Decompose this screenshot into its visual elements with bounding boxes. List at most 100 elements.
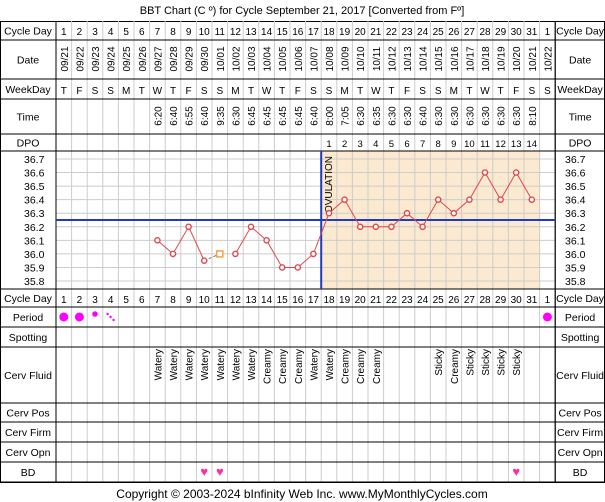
- date-cell: 10/08: [325, 46, 336, 71]
- cycle-day-number: 1: [545, 27, 551, 38]
- time-cell: 6:40: [169, 106, 180, 126]
- weekday-cell: T: [388, 86, 394, 97]
- date-cell: 09/29: [185, 46, 196, 71]
- weekday-cell: S: [201, 86, 208, 97]
- temperature-point: [388, 223, 395, 231]
- weekday-cell: T: [170, 86, 176, 97]
- temperature-point: [434, 196, 442, 203]
- temperature-point: [154, 237, 161, 244]
- cycle-day-number: 5: [123, 27, 129, 38]
- cycle-day-number: 6: [139, 27, 145, 38]
- cycle-day-number: 30: [511, 27, 523, 38]
- weekday-cell: W: [371, 86, 381, 97]
- cycle-day-number: 10: [199, 27, 211, 38]
- time-cell: 6:30: [231, 106, 242, 126]
- cycle-day-number-bottom: 19: [339, 295, 351, 306]
- cycle-day-number-bottom: 10: [199, 295, 211, 306]
- weekday-cell: F: [295, 86, 301, 97]
- cycle-day-number: 9: [186, 27, 192, 38]
- weekday-cell: M: [340, 86, 348, 97]
- dpo-cell: 14: [527, 139, 538, 150]
- y-tick-label-right: 36.6: [565, 168, 586, 180]
- weekday-cell: M: [231, 86, 239, 97]
- temperature-point: [450, 209, 458, 217]
- dpo-cell: 5: [389, 139, 394, 150]
- date-cell: 10/09: [341, 46, 352, 71]
- cycle-day-number-bottom: 12: [230, 295, 242, 306]
- cycle-day-number: 21: [370, 27, 382, 38]
- time-cell: 6:55: [185, 106, 196, 126]
- weekday-cell: T: [357, 86, 363, 97]
- time-cell: 6:45: [278, 106, 289, 126]
- y-tick-label-left: 36.3: [24, 208, 45, 220]
- cerv-fluid-cell: Watery: [153, 349, 164, 380]
- bd-heart-icon: ♥: [512, 464, 520, 479]
- bd-heart-icon: ♥: [200, 464, 208, 479]
- period-dot-heavy: [59, 312, 69, 322]
- date-cell: 10/22: [543, 46, 554, 71]
- row-label-cerv-opn: Cerv Opn: [6, 447, 51, 459]
- y-tick-label-right: 36.2: [565, 222, 586, 234]
- time-cell: 6:40: [309, 106, 320, 126]
- cerv-fluid-cell: Sticky: [481, 349, 492, 376]
- row-label-date: Date: [17, 55, 39, 67]
- y-tick-label-right: 36.5: [565, 181, 586, 193]
- dpo-cell: 4: [373, 139, 378, 150]
- y-tick-label-right: 36.4: [565, 195, 586, 207]
- date-cell: 10/12: [387, 46, 398, 71]
- cerv-fluid-cell: Sticky: [512, 349, 523, 376]
- temperature-point: [466, 196, 473, 203]
- weekday-cell: M: [122, 86, 130, 97]
- temperature-point: [481, 169, 489, 176]
- y-tick-label-right: 36.1: [565, 235, 586, 247]
- row-label-cerv-pos: Cerv Pos: [6, 408, 49, 420]
- row-label-right-spotting: Spotting: [561, 332, 600, 344]
- row-label-right-cerv-fluid: Cerv Fluid: [556, 370, 604, 382]
- y-tick-label-right: 36.3: [565, 208, 586, 220]
- row-label-cycle-day: Cycle Day: [4, 26, 53, 38]
- weekday-cell: W: [153, 86, 163, 97]
- cycle-day-number: 16: [292, 27, 304, 38]
- y-tick-label-left: 36.4: [24, 195, 45, 207]
- weekday-cell: T: [139, 86, 145, 97]
- cycle-day-number-bottom: 30: [511, 295, 523, 306]
- weekday-cell: S: [326, 86, 333, 97]
- cycle-day-number: 8: [170, 27, 176, 38]
- cycle-day-number-bottom: 22: [386, 295, 398, 306]
- cerv-fluid-cell: Watery: [231, 349, 242, 380]
- time-cell: 7:05: [341, 106, 352, 126]
- temperature-point: [169, 250, 177, 258]
- y-tick-label-right: 36.7: [565, 154, 586, 166]
- weekday-cell: F: [404, 86, 410, 97]
- cycle-day-number: 3: [92, 27, 98, 38]
- weekday-cell: T: [248, 86, 254, 97]
- row-label-right-cycle-day: Cycle Day: [556, 293, 605, 305]
- temperature-point: [247, 223, 255, 231]
- cycle-day-number: 20: [355, 27, 367, 38]
- row-label-right-cerv-pos: Cerv Pos: [559, 408, 602, 420]
- date-cell: 10/16: [450, 46, 461, 71]
- time-cell: 6:30: [403, 106, 414, 126]
- dpo-cell: 7: [420, 139, 425, 150]
- temperature-point: [403, 209, 411, 217]
- cycle-day-number-bottom: 14: [261, 295, 273, 306]
- cycle-day-number: 22: [386, 27, 398, 38]
- weekday-cell: S: [419, 86, 426, 97]
- period-dot-heavy: [542, 312, 552, 322]
- cerv-fluid-cell: Creamy: [356, 349, 367, 384]
- cerv-fluid-cell: Creamy: [278, 349, 289, 384]
- time-cell: 6:45: [263, 106, 274, 126]
- time-cell: 8:10: [528, 106, 539, 126]
- time-cell: 6:40: [200, 106, 211, 126]
- cycle-day-number-bottom: 31: [526, 295, 538, 306]
- row-label-cerv-firm: Cerv Firm: [5, 427, 51, 439]
- row-label-right-cerv-opn: Cerv Opn: [558, 447, 603, 459]
- cycle-day-number: 25: [433, 27, 445, 38]
- cycle-day-number-bottom: 25: [433, 295, 445, 306]
- cycle-day-number: 12: [230, 27, 242, 38]
- time-cell: 6:45: [294, 106, 305, 126]
- weekday-cell: S: [435, 86, 442, 97]
- row-label-bd: BD: [21, 467, 36, 479]
- weekday-cell: T: [279, 86, 285, 97]
- y-tick-label-left: 36.5: [24, 181, 45, 193]
